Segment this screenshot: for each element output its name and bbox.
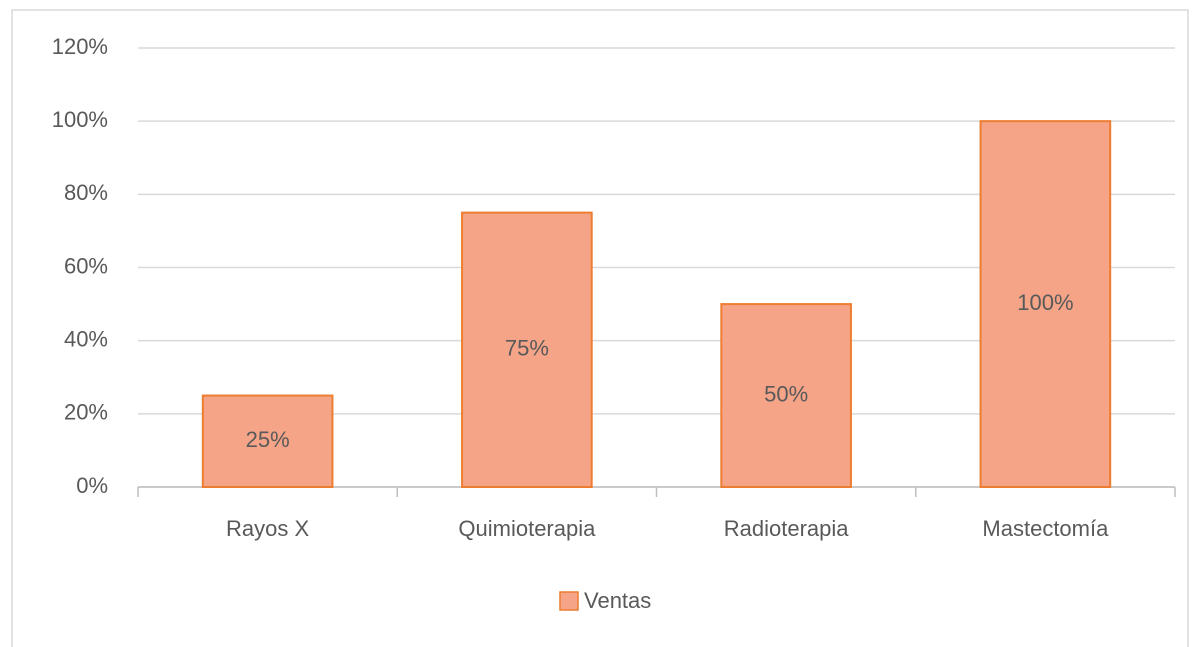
- y-tick-label: 120%: [52, 34, 108, 59]
- legend-label: Ventas: [584, 588, 651, 613]
- x-tick-label: Rayos X: [226, 516, 309, 541]
- y-tick-label: 80%: [64, 180, 108, 205]
- data-label: 75%: [505, 336, 549, 361]
- bar: [720, 303, 852, 489]
- x-tick-label: Radioterapia: [724, 516, 850, 541]
- x-tick-label: Quimioterapia: [458, 516, 596, 541]
- data-label: 50%: [764, 381, 808, 406]
- y-tick-label: 40%: [64, 326, 108, 351]
- data-label: 100%: [1017, 290, 1073, 315]
- chart-frame: [11, 9, 1189, 647]
- legend-swatch: [559, 591, 579, 611]
- y-tick-label: 20%: [64, 400, 108, 425]
- bar: [979, 120, 1112, 489]
- y-tick-label: 100%: [52, 107, 108, 132]
- bar: [201, 394, 334, 488]
- bar: [461, 211, 593, 488]
- x-tick-label: Mastectomía: [982, 516, 1109, 541]
- y-tick-label: 0%: [76, 473, 108, 498]
- data-label: 25%: [246, 427, 290, 452]
- y-tick-label: 60%: [64, 253, 108, 278]
